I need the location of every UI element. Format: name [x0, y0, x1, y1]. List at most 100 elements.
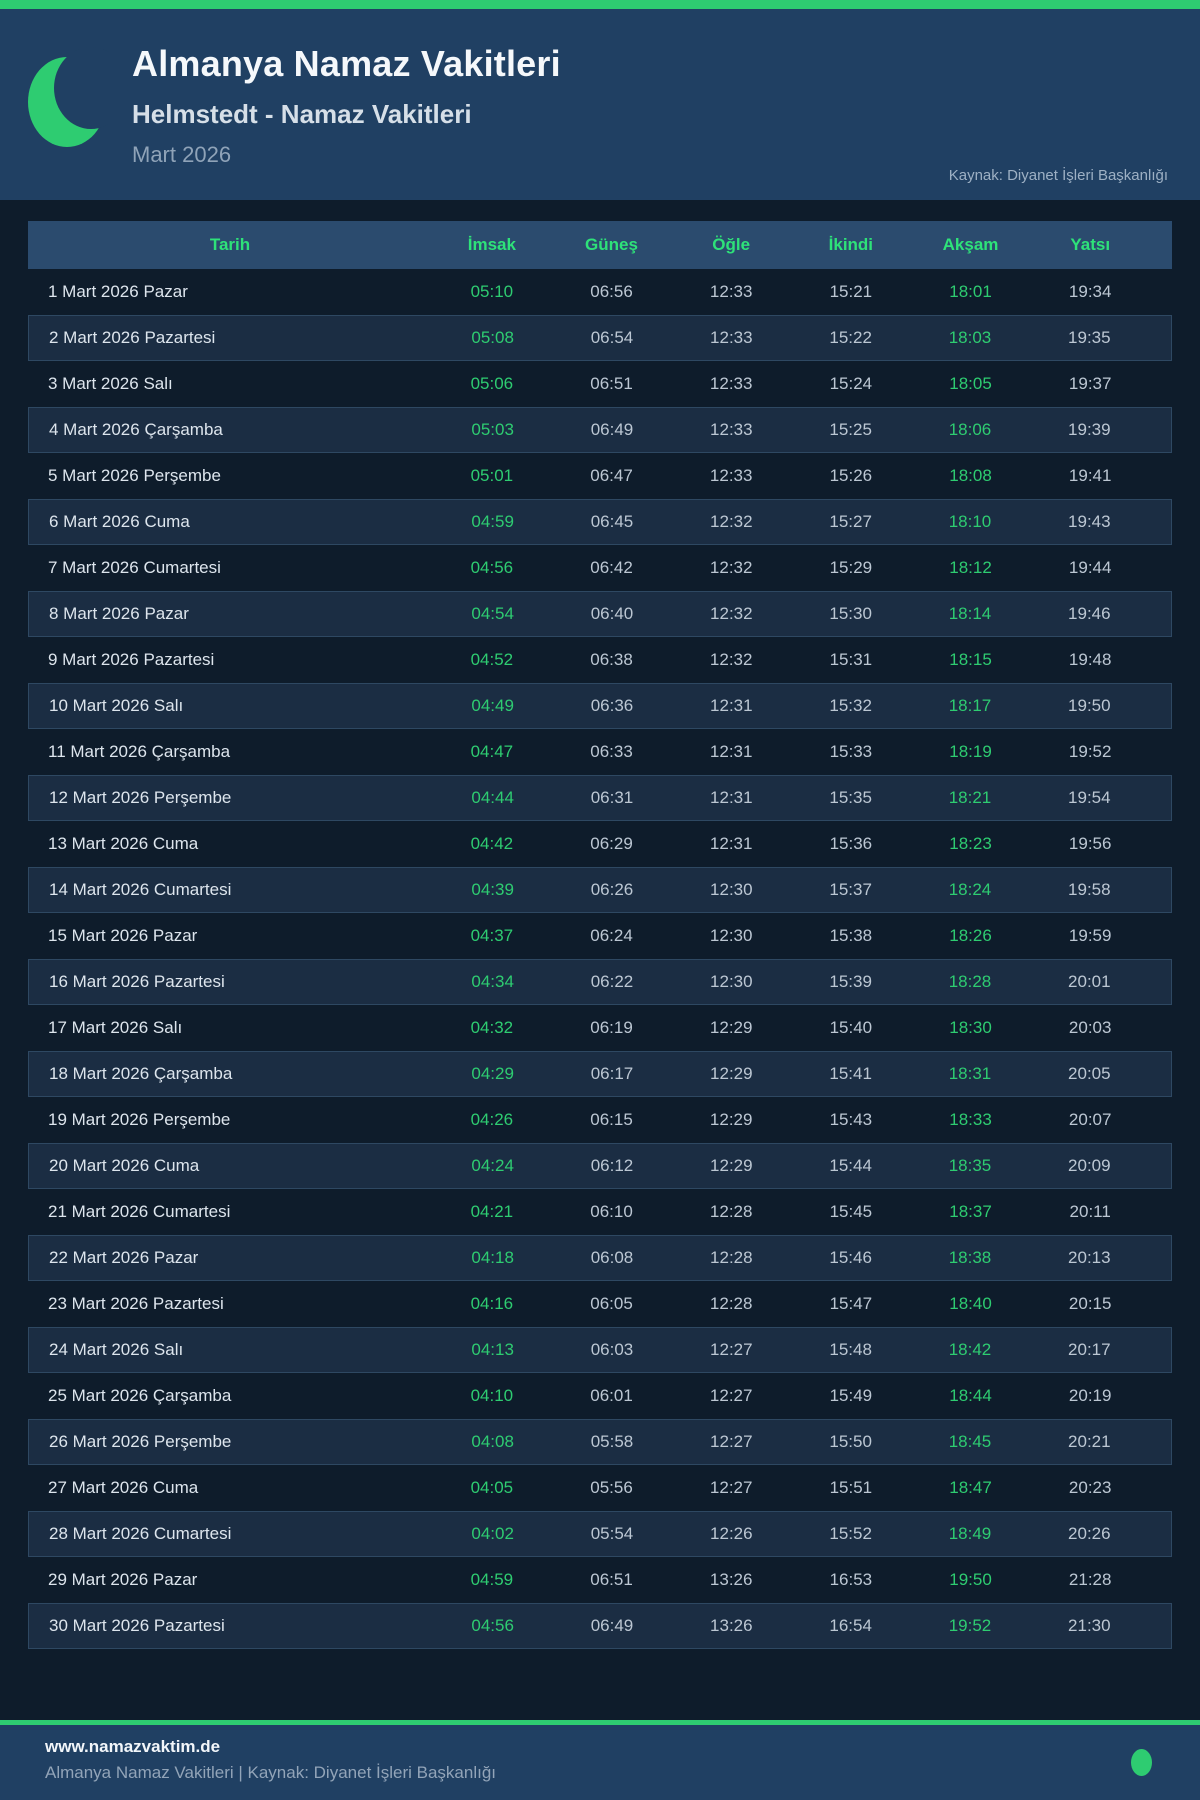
date-cell: 18 Mart 2026 Çarşamba — [49, 1064, 233, 1083]
time-cell: 04:54 — [471, 604, 514, 623]
time-cell: 04:42 — [470, 834, 514, 853]
date-cell: 21 Mart 2026 Cumartesi — [48, 1202, 231, 1221]
date-cell: 7 Mart 2026 Cumartesi — [48, 558, 221, 577]
table-row: 23 Mart 2026 Pazartesi 04:16 06:05 12:28 15:… — [28, 1281, 1172, 1327]
time-cell: 06:19 — [590, 1018, 633, 1037]
table-row: 7 Mart 2026 Cumartesi 04:56 06:42 12:32 15:2… — [28, 545, 1172, 591]
table-row: 29 Mart 2026 Pazar 04:59 06:51 13:26 16:53 19… — [28, 1557, 1172, 1603]
time-cell: 18:37 — [949, 1202, 992, 1221]
time-cell: 04:56 — [470, 558, 514, 577]
time-cell: 15:24 — [829, 374, 873, 393]
time-cell: 18:19 — [949, 742, 992, 761]
time-cell: 18:15 — [949, 650, 992, 669]
time-cell: 12:28 — [709, 1202, 753, 1221]
table-row: 2 Mart 2026 Pazartesi 05:08 06:54 12:33 15:2… — [28, 315, 1172, 361]
date-cell: 16 Mart 2026 Pazartesi — [49, 972, 225, 991]
time-cell: 04:05 — [470, 1478, 514, 1497]
time-cell: 18:38 — [948, 1248, 992, 1267]
time-cell: 12:30 — [710, 972, 753, 991]
time-cell: 12:28 — [710, 1248, 753, 1267]
table-row: 12 Mart 2026 Perşembe 04:44 06:31 12:31 15:3… — [28, 775, 1172, 821]
time-cell: 15:29 — [829, 558, 873, 577]
time-cell: 15:49 — [829, 1386, 873, 1405]
time-cell: 06:45 — [590, 512, 634, 531]
table-row: 9 Mart 2026 Pazartesi 04:52 06:38 12:32 15:3… — [28, 637, 1172, 683]
time-cell: 15:48 — [829, 1340, 872, 1359]
time-cell: 19:50 — [1068, 696, 1111, 715]
time-cell: 05:08 — [471, 328, 514, 347]
table-row: 26 Mart 2026 Perşembe 04:08 05:58 12:27 15:5… — [28, 1419, 1172, 1465]
date-cell: 29 Mart 2026 Pazar — [48, 1570, 198, 1589]
time-cell: 15:31 — [829, 650, 873, 669]
table-header-row: Tarih İmsak Güneş Öğle İkindi Akşam Yats… — [28, 221, 1172, 269]
time-cell: 06:03 — [590, 1340, 634, 1359]
time-cell: 06:42 — [590, 558, 633, 577]
time-cell: 12:33 — [710, 328, 753, 347]
time-cell: 18:44 — [949, 1386, 992, 1405]
time-cell: 15:45 — [829, 1202, 873, 1221]
time-cell: 12:28 — [709, 1294, 753, 1313]
time-cell: 04:16 — [470, 1294, 514, 1313]
time-cell: 12:32 — [709, 650, 753, 669]
time-cell: 12:29 — [709, 1110, 753, 1129]
site-link[interactable]: www.namazvaktim.de — [45, 1737, 221, 1756]
time-cell: 19:41 — [1068, 466, 1112, 485]
time-cell: 15:32 — [829, 696, 872, 715]
time-cell: 15:41 — [829, 1064, 872, 1083]
time-cell: 20:21 — [1068, 1432, 1111, 1451]
time-cell: 15:21 — [829, 282, 873, 301]
table-row: 20 Mart 2026 Cuma 04:24 06:12 12:29 15:44 18:… — [28, 1143, 1172, 1189]
time-cell: 04:44 — [471, 788, 514, 807]
column-header-imsak: İmsak — [467, 235, 516, 254]
table-row: 8 Mart 2026 Pazar 04:54 06:40 12:32 15:30 18:… — [28, 591, 1172, 637]
date-cell: 9 Mart 2026 Pazartesi — [48, 650, 215, 669]
time-cell: 05:58 — [590, 1432, 634, 1451]
date-cell: 1 Mart 2026 Pazar — [48, 282, 188, 301]
time-cell: 19:39 — [1068, 420, 1111, 439]
time-cell: 18:17 — [948, 696, 992, 715]
time-cell: 04:08 — [471, 1432, 514, 1451]
time-cell: 06:22 — [590, 972, 634, 991]
table-row: 14 Mart 2026 Cumartesi 04:39 06:26 12:30 15:… — [28, 867, 1172, 913]
time-cell: 04:26 — [470, 1110, 514, 1129]
time-cell: 19:43 — [1068, 512, 1111, 531]
table-row: 1 Mart 2026 Pazar 05:10 06:56 12:33 15:21 18:… — [28, 269, 1172, 315]
time-cell: 13:26 — [709, 1570, 753, 1589]
time-cell: 20:01 — [1068, 972, 1111, 991]
time-cell: 15:51 — [829, 1478, 873, 1497]
time-cell: 19:52 — [948, 1616, 992, 1635]
date-cell: 26 Mart 2026 Perşembe — [49, 1432, 232, 1451]
time-cell: 19:52 — [1068, 742, 1112, 761]
time-cell: 19:59 — [1068, 926, 1112, 945]
time-cell: 06:01 — [590, 1386, 633, 1405]
date-cell: 22 Mart 2026 Pazar — [49, 1248, 199, 1267]
page-footer: www.namazvaktim.de Almanya Namaz Vakitle… — [0, 1720, 1200, 1800]
time-cell: 04:32 — [470, 1018, 514, 1037]
table-row: 13 Mart 2026 Cuma 04:42 06:29 12:31 15:36 18:… — [28, 821, 1172, 867]
time-cell: 18:40 — [949, 1294, 992, 1313]
time-cell: 18:33 — [949, 1110, 992, 1129]
time-cell: 18:31 — [948, 1064, 992, 1083]
page-subtitle: Helmstedt - Namaz Vakitleri — [132, 99, 472, 129]
time-cell: 04:34 — [471, 972, 514, 991]
table-row: 16 Mart 2026 Pazartesi 04:34 06:22 12:30 15:… — [28, 959, 1172, 1005]
time-cell: 04:59 — [471, 512, 514, 531]
table-row: 15 Mart 2026 Pazar 04:37 06:24 12:30 15:38 18… — [28, 913, 1172, 959]
time-cell: 12:30 — [710, 880, 753, 899]
footer-accent-line — [0, 1720, 1200, 1725]
date-cell: 2 Mart 2026 Pazartesi — [49, 328, 216, 347]
time-cell: 06:10 — [590, 1202, 633, 1221]
date-cell: 25 Mart 2026 Çarşamba — [48, 1386, 232, 1405]
column-header-tarih: Tarih — [209, 235, 251, 254]
date-cell: 6 Mart 2026 Cuma — [49, 512, 190, 531]
time-cell: 18:30 — [949, 1018, 992, 1037]
page-header: Almanya Namaz Vakitleri Helmstedt - Nama… — [0, 9, 1200, 200]
table-row: 25 Mart 2026 Çarşamba 04:10 06:01 12:27 15:4… — [28, 1373, 1172, 1419]
time-cell: 18:06 — [948, 420, 992, 439]
table-row: 30 Mart 2026 Pazartesi 04:56 06:49 13:26 16:… — [28, 1603, 1172, 1649]
time-cell: 18:08 — [949, 466, 992, 485]
page-title: Almanya Namaz Vakitleri — [132, 43, 561, 84]
time-cell: 12:32 — [709, 558, 753, 577]
time-cell: 05:10 — [470, 282, 514, 301]
time-cell: 15:46 — [829, 1248, 872, 1267]
